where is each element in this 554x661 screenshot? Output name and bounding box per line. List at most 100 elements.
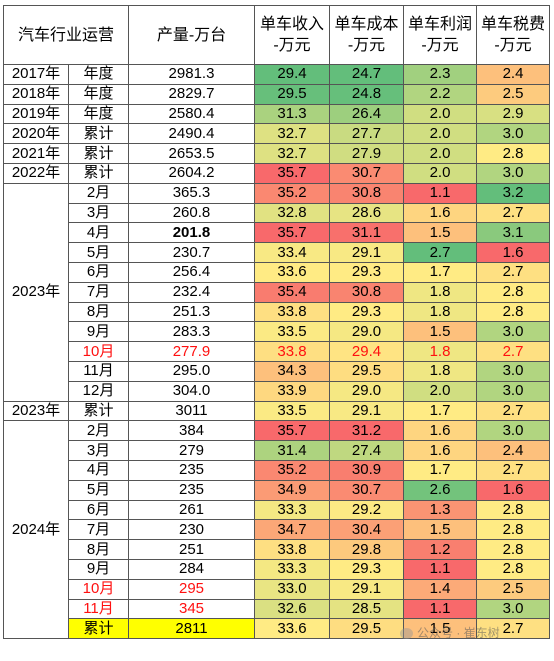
period-cell: 10月 [68,578,129,600]
profit-cell: 1.5 [403,222,477,244]
profit-cell: 2.0 [403,143,477,164]
cost-cell: 26.4 [329,103,404,125]
revenue-cell: 33.9 [254,380,330,402]
production-cell: 365.3 [128,182,255,204]
production-cell: 2580.4 [128,103,255,125]
header-production: 产量-万台 [128,5,255,65]
cost-cell: 29.4 [329,341,404,362]
profit-cell: 2.0 [403,123,477,145]
cost-cell: 24.8 [329,83,404,105]
period-cell: 7月 [68,281,129,303]
revenue-cell: 33.4 [254,242,330,263]
cost-cell: 30.9 [329,459,404,481]
period-cell: 3月 [68,440,129,461]
profit-cell: 1.1 [403,182,477,204]
table-row: 7月 230 34.7 30.4 1.5 2.8 [4,519,550,541]
profit-cell: 1.2 [403,539,477,560]
profit-cell: 2.2 [403,83,477,105]
production-cell: 230 [128,519,255,541]
tax-cell: 3.1 [476,222,550,244]
cost-cell: 30.7 [329,162,404,184]
revenue-cell: 29.5 [254,83,330,105]
revenue-cell: 35.7 [254,420,330,442]
revenue-cell: 35.7 [254,222,330,244]
period-cell: 累计 [68,123,129,145]
table-row: 3月 279 31.4 27.4 1.6 2.4 [4,440,550,461]
period-cell: 累计 [68,143,129,164]
profit-cell: 1.7 [403,459,477,481]
production-cell: 295.0 [128,360,255,382]
table-row: 2022年 累计 2604.2 35.7 30.7 2.0 3.0 [3,162,550,184]
revenue-cell: 35.7 [254,162,330,184]
header-revenue: 单车收入 -万元 [254,5,330,65]
revenue-cell: 32.7 [254,143,330,164]
tax-cell: 3.0 [476,162,550,184]
revenue-cell: 31.4 [254,440,330,461]
header-profit: 单车利润 -万元 [403,5,477,65]
profit-cell: 2.0 [403,103,477,125]
production-cell: 279 [128,440,255,461]
production-cell: 251 [128,539,255,560]
tax-cell: 3.0 [476,321,550,343]
revenue-cell: 33.8 [254,341,330,362]
cost-cell: 27.4 [329,440,404,461]
period-cell: 4月 [68,459,129,481]
year-cell: 2017年 [3,64,69,85]
table-row: 6月 256.4 33.6 29.3 1.7 2.7 [4,261,550,283]
header-row: 汽车行业运营 产量-万台 单车收入 -万元 单车成本 -万元 单车利润 -万元 单车税… [3,5,550,65]
year-cell: 2022年 [3,162,69,184]
period-cell: 8月 [68,301,129,323]
production-cell: 2490.4 [128,123,255,145]
period-cell: 4月 [68,222,129,244]
revenue-cell: 34.7 [254,519,330,541]
period-cell: 7月 [68,519,129,541]
table-row: 4月 201.8 35.7 31.1 1.5 3.1 [4,222,550,244]
table-row: 9月 283.3 33.5 29.0 1.5 3.0 [4,321,550,343]
cost-cell: 29.8 [329,539,404,560]
tax-cell: 2.8 [476,539,550,560]
tax-cell: 2.9 [476,103,550,125]
table-row: 4月 235 35.2 30.9 1.7 2.7 [4,459,550,481]
period-cell: 6月 [68,499,129,521]
period-cell: 年度 [68,103,129,125]
profit-cell: 1.5 [403,519,477,541]
revenue-cell: 33.0 [254,578,330,600]
revenue-cell: 32.7 [254,123,330,145]
cost-cell: 30.7 [329,479,404,501]
production-cell: 3011 [128,400,255,422]
wechat-icon [400,628,413,640]
period-cell: 5月 [68,242,129,263]
revenue-cell: 33.5 [254,321,330,343]
revenue-cell: 31.3 [254,103,330,125]
revenue-cell: 35.2 [254,459,330,481]
production-cell: 232.4 [128,281,255,303]
cost-cell: 27.9 [329,143,404,164]
profit-cell: 2.7 [403,242,477,263]
tax-cell: 2.7 [476,202,550,224]
table-row: 3月 260.8 32.8 28.6 1.6 2.7 [4,202,550,224]
period-cell: 6月 [68,261,129,283]
revenue-cell: 34.3 [254,360,330,382]
revenue-cell: 29.4 [254,64,330,85]
table-row: 6月 261 33.3 29.2 1.3 2.8 [4,499,550,521]
tax-cell: 3.0 [476,420,550,442]
tax-cell: 3.2 [476,182,550,204]
production-cell: 284 [128,558,255,580]
cost-cell: 29.2 [329,499,404,521]
period-cell: 累计 [68,162,129,184]
period-cell: 5月 [68,479,129,501]
profit-cell: 2.3 [403,64,477,85]
production-cell: 235 [128,459,255,481]
tax-cell: 2.7 [476,341,550,362]
table-row: 11月 295.0 34.3 29.5 1.8 3.0 [4,360,550,382]
production-cell: 283.3 [128,321,255,343]
period-cell: 9月 [68,558,129,580]
revenue-cell: 33.6 [254,261,330,283]
table-row: 2018年 年度 2829.7 29.5 24.8 2.2 2.5 [3,83,550,105]
table-row: 7月 232.4 35.4 30.8 1.8 2.8 [4,281,550,303]
production-cell: 384 [128,420,255,442]
tax-cell: 2.8 [476,558,550,580]
auto-industry-table: 汽车行业运营 产量-万台 单车收入 -万元 单车成本 -万元 单车利润 -万元 单车税… [3,5,550,640]
profit-cell: 1.7 [403,400,477,422]
period-cell: 12月 [68,380,129,402]
